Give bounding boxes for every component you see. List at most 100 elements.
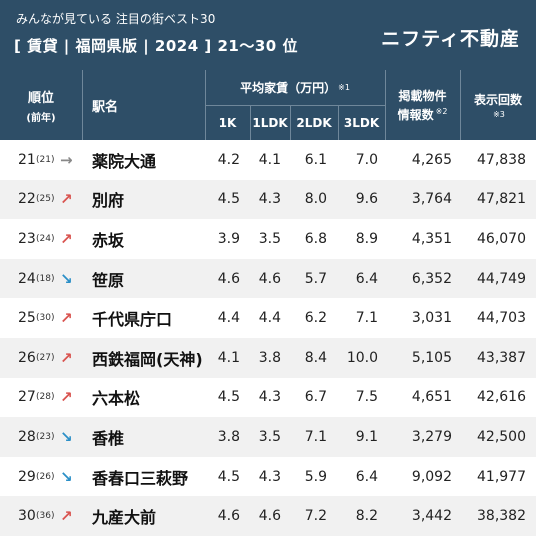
value-views: 43,387: [477, 349, 526, 366]
rank-number: 29: [18, 468, 36, 485]
trend-up-icon: ↗: [60, 348, 73, 367]
table-row: 22 (25) ↗ 別府 4.5 4.3 8.0 9.6 3,764 47,821: [0, 179, 536, 220]
value-ldk3: 6.4: [355, 270, 378, 287]
value-ldk1: 4.6: [258, 270, 281, 287]
column-header-listings-line1: 掲載物件: [398, 89, 447, 103]
value-k1: 4.6: [217, 270, 240, 287]
value-listings: 3,764: [411, 191, 452, 208]
value-k1: 4.5: [217, 389, 240, 406]
value-ldk2: 6.8: [304, 230, 327, 247]
trend-up-icon: ↗: [60, 388, 73, 407]
trend-up-icon: ↗: [60, 190, 73, 209]
previous-rank: (27): [36, 352, 55, 363]
column-header-rank-label: 順位: [27, 90, 54, 106]
value-k1: 4.5: [217, 191, 240, 208]
rent-note: ※1: [338, 83, 350, 92]
table-row: 26 (27) ↗ 西鉄福岡(天神) 4.1 3.8 8.4 10.0 5,105 43,387: [0, 338, 536, 378]
value-views: 47,821: [477, 191, 526, 208]
value-k1: 4.1: [217, 349, 240, 366]
previous-rank: (36): [36, 511, 55, 522]
value-ldk3: 8.9: [355, 230, 378, 247]
value-views: 44,703: [477, 310, 526, 327]
column-header-2ldk: 2LDK: [296, 115, 332, 130]
table-row: 28 (23) ↘ 香椎 3.8 3.5 7.1 9.1 3,279 42,500: [0, 417, 536, 457]
rank-number: 28: [18, 428, 36, 445]
rank-number: 27: [18, 389, 36, 406]
value-ldk1: 4.3: [258, 191, 281, 208]
table-row: 23 (24) ↗ 赤坂 3.9 3.5 6.8 8.9 4,351 46,070: [0, 219, 536, 259]
trend-down-icon: ↘: [60, 269, 73, 288]
value-ldk1: 3.5: [258, 230, 281, 247]
rank-number: 26: [18, 349, 36, 366]
value-listings: 3,031: [411, 310, 452, 327]
value-ldk3: 7.1: [355, 310, 378, 327]
value-ldk1: 3.5: [258, 428, 281, 445]
value-views: 42,616: [477, 389, 526, 406]
rank-number: 30: [18, 508, 36, 525]
rank-number: 25: [18, 310, 36, 327]
header-title: [ 賃貸 | 福岡県版 | 2024 ] 21〜30 位: [14, 37, 298, 55]
value-ldk3: 6.4: [355, 468, 378, 485]
column-header-rent-group: 平均家賃（万円） ※1: [205, 70, 385, 105]
column-header-rank: 順位 (前年): [0, 70, 82, 140]
station-name: 赤坂: [92, 230, 125, 250]
station-name: 笹原: [92, 270, 125, 290]
value-ldk1: 3.8: [258, 349, 281, 366]
station-name: 千代県庁口: [92, 310, 173, 330]
value-ldk3: 8.2: [355, 508, 378, 525]
value-ldk3: 7.0: [355, 151, 378, 168]
value-k1: 4.5: [217, 468, 240, 485]
value-ldk2: 5.9: [304, 468, 327, 485]
trend-down-icon: ↘: [60, 427, 73, 446]
station-name: 薬院大通: [92, 151, 157, 171]
value-ldk2: 7.2: [304, 508, 327, 525]
value-ldk1: 4.3: [258, 468, 281, 485]
value-ldk2: 6.7: [304, 389, 327, 406]
column-header-station: 駅名: [92, 70, 152, 140]
value-listings: 6,352: [411, 270, 452, 287]
views-note: ※3: [493, 110, 505, 119]
value-ldk1: 4.6: [258, 508, 281, 525]
value-views: 46,070: [477, 230, 526, 247]
trend-up-icon: ↗: [60, 507, 73, 526]
rank-number: 24: [18, 270, 36, 287]
value-ldk1: 4.4: [258, 310, 281, 327]
previous-rank: (25): [36, 194, 55, 205]
trend-up-icon: ↗: [60, 309, 73, 328]
column-header-station-label: 駅名: [92, 99, 119, 115]
column-header-listings: 掲載物件 情報数 ※2: [385, 70, 460, 140]
value-listings: 4,265: [411, 151, 452, 168]
value-ldk3: 9.1: [355, 428, 378, 445]
column-header-1ldk: 1LDK: [252, 115, 288, 130]
page-header: みんなが見ている 注目の街ベスト30 [ 賃貸 | 福岡県版 | 2024 ] …: [0, 0, 536, 70]
value-ldk2: 6.1: [304, 151, 327, 168]
trend-up-icon: ↗: [60, 229, 73, 248]
table-header: 順位 (前年) 駅名 平均家賃（万円） ※1 1K 1LDK 2LDK 3LDK…: [0, 70, 536, 140]
rank-number: 23: [18, 230, 36, 247]
value-listings: 5,105: [411, 349, 452, 366]
previous-rank: (26): [36, 471, 55, 482]
brand-logo: ニフティ不動産: [381, 28, 520, 50]
station-name: 香春口三萩野: [92, 468, 189, 488]
value-views: 44,749: [477, 270, 526, 287]
value-listings: 4,651: [411, 389, 452, 406]
column-header-views: 表示回数 ※3: [460, 70, 536, 140]
value-ldk2: 6.2: [304, 310, 327, 327]
table-row: 30 (36) ↗ 九産大前 4.6 4.6 7.2 8.2 3,442 38,382: [0, 496, 536, 536]
value-listings: 3,442: [411, 508, 452, 525]
value-listings: 9,092: [411, 468, 452, 485]
column-header-views-label: 表示回数: [473, 93, 522, 107]
column-header-rank-sub: (前年): [26, 112, 56, 124]
previous-rank: (23): [36, 431, 55, 442]
previous-rank: (18): [36, 273, 55, 284]
column-header-rent-label: 平均家賃（万円）: [240, 81, 337, 95]
value-ldk1: 4.1: [258, 151, 281, 168]
station-name: 香椎: [92, 428, 125, 448]
value-listings: 3,279: [411, 428, 452, 445]
station-name: 六本松: [92, 389, 141, 409]
rank-number: 22: [18, 191, 36, 208]
previous-rank: (21): [36, 154, 55, 165]
previous-rank: (30): [36, 313, 55, 324]
value-k1: 4.2: [217, 151, 240, 168]
table-row: 21 (21) → 薬院大通 4.2 4.1 6.1 7.0 4,265 47,838: [0, 140, 536, 180]
